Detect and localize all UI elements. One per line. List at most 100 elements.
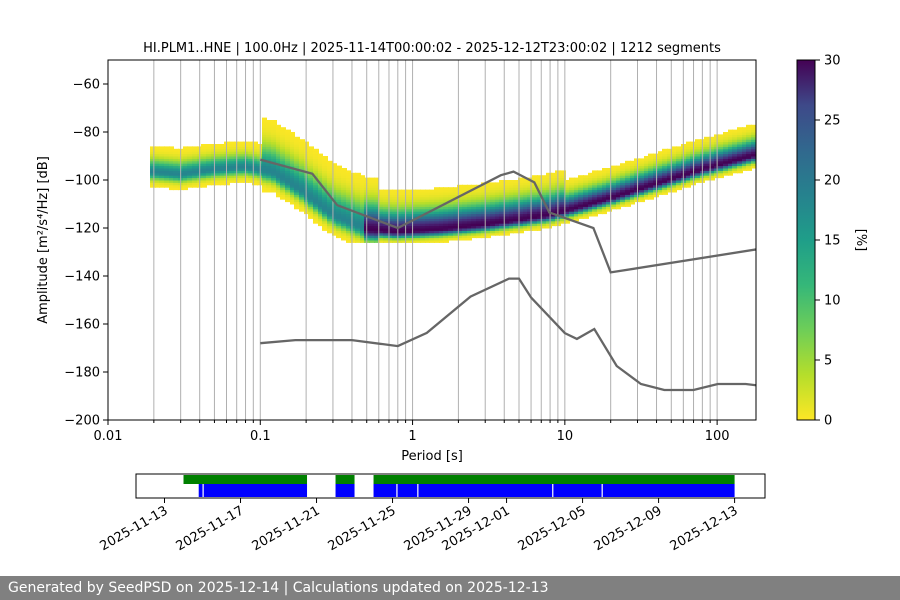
heatmap-cell [308,180,314,183]
heatmap-cell [276,141,281,145]
heatmap-cell [448,220,454,224]
heatmap-cell [639,182,645,186]
heatmap-cell [695,144,701,147]
heatmap-cell [308,213,314,217]
heatmap-cell [173,156,179,159]
heatmap-cell [537,194,542,198]
heatmap-cell [592,196,598,200]
heatmap-cell [374,194,379,198]
heatmap-cell [280,189,286,193]
heatmap-cell [644,165,649,169]
heatmap-layer [150,117,756,243]
heatmap-cell [569,177,575,181]
heatmap-cell [411,237,416,241]
heatmap-cell [401,225,407,229]
heatmap-cell [262,180,267,183]
heatmap-cell [388,192,393,195]
heatmap-cell [169,177,174,181]
heatmap-cell [406,235,412,239]
heatmap-cell [415,196,421,200]
heatmap-cell [485,213,491,217]
heatmap-cell [383,213,389,217]
heatmap-cell [280,177,286,181]
heatmap-cell [173,168,179,171]
heatmap-cell [369,228,375,231]
heatmap-cell [509,225,514,229]
heatmap-cell [327,189,333,193]
heatmap-cell [271,156,277,159]
heatmap-cell [471,206,477,210]
heatmap-cell [518,213,524,217]
heatmap-cell [602,206,607,210]
heatmap-cell [378,218,384,222]
heatmap-cell [411,204,416,207]
heatmap-cell [201,163,207,167]
heatmap-cell [532,201,538,205]
heatmap-cell [346,199,351,203]
heatmap-cell [383,206,389,210]
heatmap-cell [392,206,398,210]
heatmap-cell [462,228,468,231]
heatmap-cell [537,196,542,200]
heatmap-cell [485,192,491,195]
heatmap-cell [238,153,244,157]
heatmap-cell [499,182,505,186]
heatmap-cell [388,235,393,239]
heatmap-cell [388,196,393,200]
heatmap-cell [723,141,729,145]
heatmap-cell [369,206,375,210]
heatmap-cell [495,232,500,236]
heatmap-cell [341,213,347,217]
heatmap-cell [686,141,691,145]
heatmap-cell [341,189,347,193]
heatmap-cell [360,235,365,239]
heatmap-cell [271,124,277,128]
heatmap-cell [341,232,347,236]
heatmap-cell [653,156,659,159]
heatmap-cell [714,144,719,147]
heatmap-cell [266,136,272,140]
heatmap-cell [686,182,691,186]
heatmap-cell [374,216,379,219]
heatmap-cell [276,160,281,164]
heatmap-cell [588,172,593,176]
heatmap-cell [388,232,393,236]
heatmap-cell [532,228,538,231]
heatmap-cell [634,192,640,195]
heatmap-cell [541,192,547,195]
heatmap-cell [462,232,468,236]
heatmap-cell [537,201,542,205]
heatmap-cell [457,199,463,203]
heatmap-cell [350,230,356,234]
heatmap-cell [271,163,277,167]
heatmap-cell [201,170,207,174]
heatmap-cell [415,223,421,227]
heatmap-cell [290,189,295,193]
heatmap-cell [318,213,323,217]
heatmap-cell [415,213,421,217]
heatmap-cell [476,192,482,195]
heatmap-cell [229,160,235,164]
psd-segment-bar [335,484,355,497]
heatmap-cell [527,184,533,188]
heatmap-cell [625,201,631,205]
heatmap-cell [155,180,160,183]
heatmap-cell [732,153,738,157]
heatmap-cell [639,172,645,176]
heatmap-cell [616,199,621,203]
heatmap-cell [271,141,277,145]
heatmap-cell [238,180,244,183]
heatmap-cell [490,223,496,227]
heatmap-cell [476,194,482,198]
heatmap-cell [248,180,253,183]
heatmap-cell [578,206,584,210]
heatmap-cell [388,225,393,229]
heatmap-cell [313,218,319,222]
heatmap-cell [164,184,170,188]
heatmap-cell [457,204,463,207]
heatmap-cell [467,228,472,231]
heatmap-cell [485,189,491,193]
heatmap-cell [318,199,323,203]
heatmap-cell [546,194,552,198]
heatmap-cell [714,172,719,176]
